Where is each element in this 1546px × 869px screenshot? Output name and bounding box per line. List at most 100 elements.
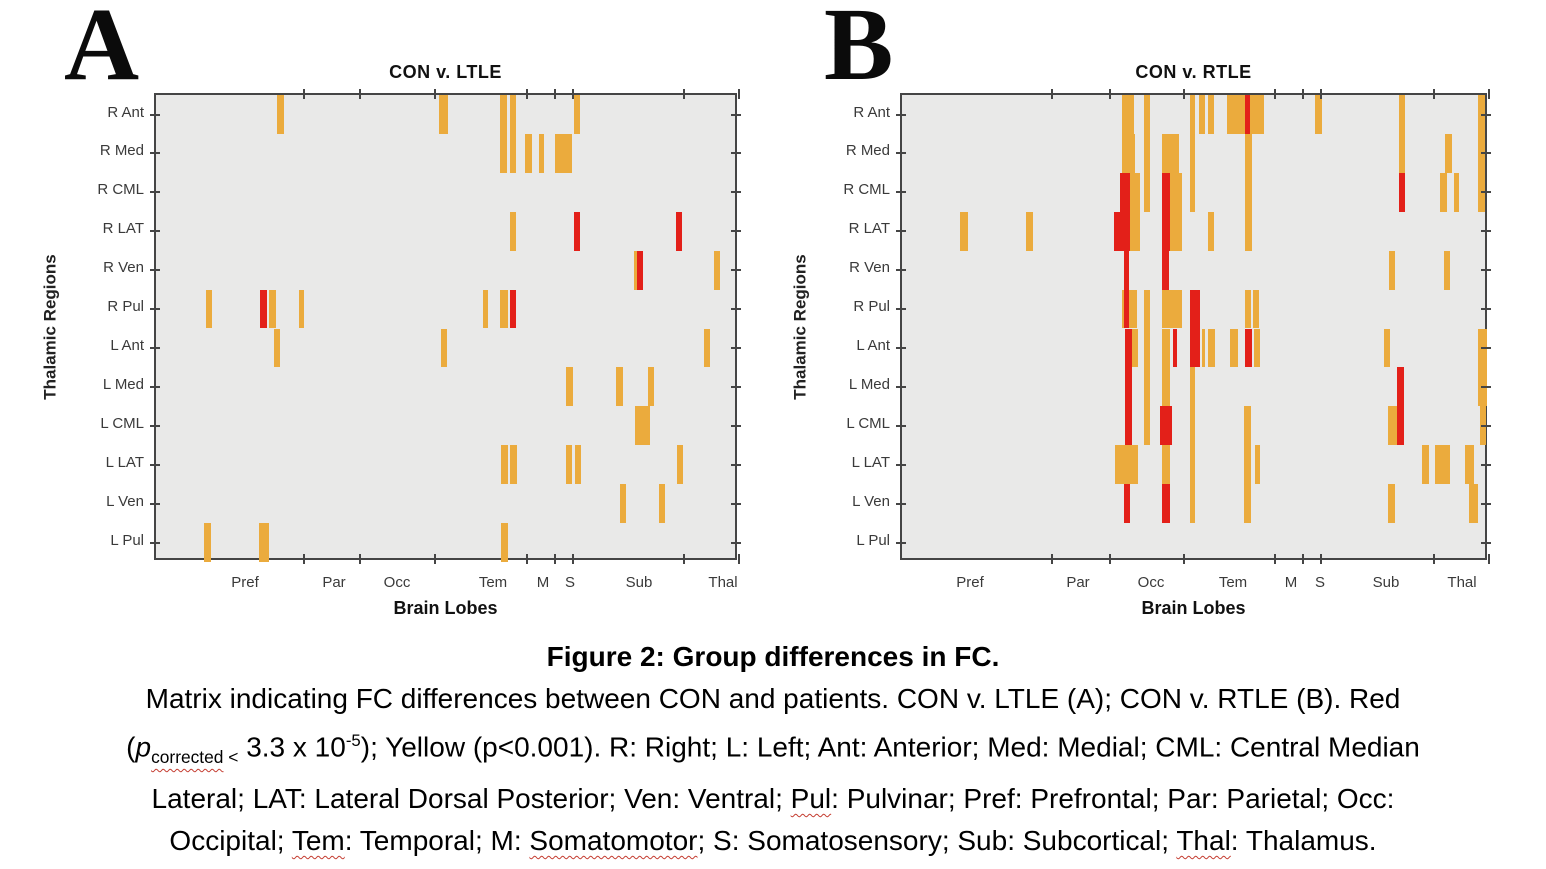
y-axis-tick bbox=[150, 463, 160, 466]
heatmap-cell-yellow bbox=[1245, 133, 1252, 251]
figure-caption: Figure 2: Group differences in FC. Matri… bbox=[40, 636, 1506, 862]
x-tick-label-pref: Pref bbox=[231, 574, 259, 591]
heatmap-cell-red bbox=[1162, 172, 1170, 251]
y-axis-tick bbox=[1481, 308, 1491, 310]
heatmap-cell-yellow bbox=[1388, 406, 1397, 446]
x-tick-label-occ: Occ bbox=[1137, 574, 1165, 591]
heatmap-cell-yellow bbox=[634, 250, 637, 290]
y-axis-tick bbox=[731, 424, 741, 427]
y-axis-tick bbox=[896, 385, 906, 388]
caption-subscript-corrected: corrected bbox=[151, 746, 224, 767]
caption-line-5: Occipital; Tem: Temporal; M: Somatomotor… bbox=[40, 820, 1506, 862]
heatmap-cell-red bbox=[1120, 172, 1130, 212]
heatmap-cell-yellow bbox=[274, 328, 280, 368]
y-axis-tick bbox=[150, 308, 160, 310]
heatmap-cell-yellow bbox=[677, 445, 683, 485]
y-axis-tick bbox=[1481, 541, 1491, 544]
heatmap-cell-yellow bbox=[299, 289, 304, 329]
heatmap-cell-yellow bbox=[439, 95, 448, 134]
caption-subscript-lt: < bbox=[223, 746, 239, 767]
y-tick-label-r-pul: R Pul bbox=[107, 298, 144, 315]
heatmap-cell-yellow bbox=[659, 484, 665, 524]
heatmap-cell-yellow bbox=[500, 289, 508, 329]
x-axis-tick bbox=[1320, 89, 1322, 99]
y-tick-label-r-lat: R LAT bbox=[102, 220, 144, 238]
heatmap-cell-yellow bbox=[1208, 95, 1214, 134]
y-axis-tick bbox=[896, 424, 906, 427]
x-axis-tick bbox=[1488, 554, 1490, 564]
y-tick-label-r-ant: R Ant bbox=[107, 103, 144, 121]
heatmap-cell-yellow bbox=[1440, 172, 1447, 212]
heatmap-cell-red bbox=[1160, 406, 1172, 446]
x-tick-label-m: M bbox=[1284, 574, 1298, 591]
y-axis-tick bbox=[150, 541, 160, 544]
heatmap-cell-red bbox=[1397, 367, 1404, 446]
heatmap-cell-red bbox=[1162, 484, 1170, 524]
heatmap-cell-yellow bbox=[1388, 484, 1395, 524]
y-axis-tick bbox=[731, 385, 741, 388]
heatmap-cell-yellow bbox=[1122, 95, 1134, 134]
heatmap-cell-yellow bbox=[620, 484, 626, 524]
heatmap-cell-yellow bbox=[1399, 95, 1405, 173]
heatmap-cell-yellow bbox=[1190, 367, 1195, 524]
y-axis-tick bbox=[896, 502, 906, 505]
x-tick-label-thal: Thal bbox=[708, 574, 738, 591]
heatmap-cell-yellow bbox=[574, 95, 580, 134]
heatmap-cell-yellow bbox=[648, 367, 654, 407]
panel-a-title: CON v. LTLE bbox=[389, 62, 502, 82]
y-axis-tick bbox=[150, 269, 160, 272]
y-axis-tick bbox=[1481, 230, 1491, 233]
panel-a-x-axis-title: Brain Lobes bbox=[393, 598, 498, 618]
heatmap-cell-yellow bbox=[1115, 445, 1138, 485]
y-axis-tick bbox=[731, 269, 741, 272]
caption-title: Figure 2: Group differences in FC. bbox=[546, 641, 1000, 672]
heatmap-cell-yellow bbox=[1162, 289, 1182, 329]
heatmap-cell-red bbox=[1125, 328, 1132, 446]
y-axis-tick bbox=[731, 463, 741, 466]
heatmap-cell-yellow bbox=[1162, 445, 1170, 485]
heatmap-cell-yellow bbox=[501, 523, 508, 562]
x-axis-tick bbox=[683, 554, 685, 564]
y-axis-tick bbox=[731, 113, 741, 116]
caption-line-2: Matrix indicating FC differences between… bbox=[145, 683, 1401, 714]
y-axis-tick bbox=[1481, 269, 1491, 272]
heatmap-cell-yellow bbox=[510, 445, 517, 485]
caption-text: : Thalamus. bbox=[1230, 824, 1377, 856]
caption-text: ( bbox=[126, 731, 136, 763]
x-axis-tick bbox=[526, 554, 528, 564]
y-tick-label-r-ven: R Ven bbox=[103, 259, 144, 277]
heatmap-cell-yellow bbox=[277, 95, 284, 134]
y-axis-tick bbox=[1481, 463, 1491, 466]
heatmap-cell-yellow bbox=[1162, 133, 1179, 173]
heatmap-cell-yellow bbox=[1384, 328, 1390, 368]
y-axis-tick bbox=[150, 152, 160, 155]
x-axis-tick bbox=[683, 89, 685, 99]
caption-line-4: Lateral; LAT: Lateral Dorsal Posterior; … bbox=[40, 778, 1506, 820]
heatmap-cell-red bbox=[1124, 250, 1129, 290]
heatmap-cell-yellow bbox=[1130, 172, 1140, 212]
x-tick-label-s: S bbox=[564, 574, 575, 591]
x-axis-tick bbox=[1051, 554, 1053, 564]
x-axis-tick bbox=[359, 554, 361, 564]
x-tick-label-sub: Sub bbox=[1372, 574, 1400, 591]
x-axis-tick bbox=[434, 89, 436, 99]
panel-b-heatmap bbox=[896, 89, 1491, 564]
heatmap-cell-yellow bbox=[1465, 445, 1474, 485]
y-tick-label-l-ant: L Ant bbox=[110, 337, 144, 354]
x-axis-tick bbox=[303, 554, 305, 564]
y-tick-label-l-pul: L Pul bbox=[856, 531, 890, 549]
caption-squiggle-pul: Pul bbox=[790, 782, 832, 814]
heatmap-cell-yellow bbox=[1208, 211, 1214, 251]
y-axis-tick bbox=[1481, 424, 1491, 427]
heatmap-cell-red bbox=[637, 250, 643, 290]
x-axis-tick bbox=[554, 89, 556, 99]
heatmap-cell-yellow bbox=[566, 445, 572, 485]
y-axis-tick bbox=[896, 269, 906, 272]
heatmap-cell-red bbox=[1114, 211, 1130, 251]
x-tick-label-m: M bbox=[536, 574, 550, 591]
heatmap-cell-yellow bbox=[510, 211, 516, 251]
caption-text: ); Yellow (p<0.001). R: Right; L: Left; … bbox=[360, 731, 1420, 763]
y-axis-tick bbox=[731, 230, 741, 233]
y-axis-tick bbox=[731, 191, 741, 194]
heatmap-cell-yellow bbox=[1389, 250, 1395, 290]
